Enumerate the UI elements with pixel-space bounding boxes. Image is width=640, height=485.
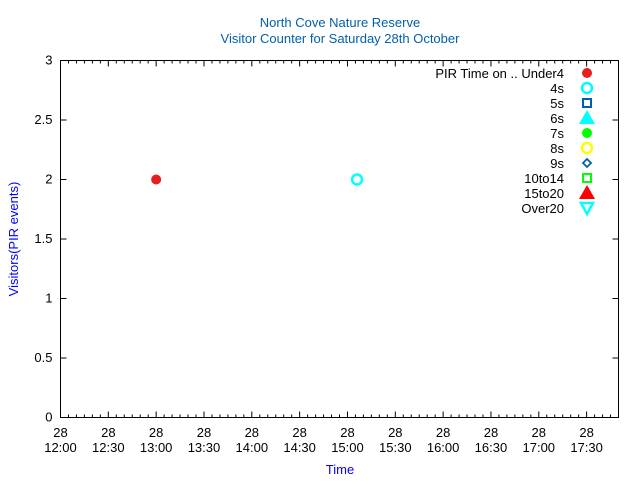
legend-label: 7s [550,126,564,141]
x-tick-day: 28 [245,425,259,440]
legend-marker-Over20 [578,201,596,217]
legend-marker-5s [582,98,592,108]
x-tick-day: 28 [436,425,450,440]
y-tick-label: 0 [45,410,52,425]
legend-marker-6s [579,110,595,124]
chart-subtitle: Visitor Counter for Saturday 28th Octobe… [221,31,461,46]
x-tick-label: 14:30 [283,440,316,455]
x-tick-label: 12:00 [44,440,77,455]
legend-marker-9s [581,157,593,169]
x-tick-label: 13:30 [188,440,221,455]
legend-label: Over20 [521,201,564,216]
x-tick-day: 28 [149,425,163,440]
legend-marker-Under4 [582,68,592,78]
x-tick-label: 17:00 [523,440,556,455]
legend-label: 8s [550,141,564,156]
plot-frame [60,60,619,418]
legend-marker-7s [582,128,592,138]
y-axis-label: Visitors(PIR events) [6,182,21,297]
chart-title: North Cove Nature Reserve [260,15,420,30]
x-tick-day: 28 [388,425,402,440]
legend-label: 9s [550,156,564,171]
legend-label: 5s [550,96,564,111]
legend: PIR Time on .. Under44s5s6s7s8s9s10to141… [435,66,596,217]
legend-marker-15to20 [579,185,595,199]
x-tick-day: 28 [53,425,67,440]
x-axis-label: Time [326,462,354,477]
x-tick-label: 12:30 [92,440,125,455]
legend-label: 15to20 [524,186,564,201]
x-tick-day: 28 [292,425,306,440]
y-tick-label: 0.5 [34,350,52,365]
x-tick-day: 28 [484,425,498,440]
data-point-Under4 [151,174,162,185]
x-tick-day: 28 [101,425,115,440]
y-tick-label: 2.5 [34,112,52,127]
x-tick-day: 28 [340,425,354,440]
legend-label: PIR Time on .. Under4 [435,66,564,81]
y-tick-label: 1 [45,291,52,306]
x-tick-day: 28 [197,425,211,440]
x-tick-label: 16:00 [427,440,460,455]
legend-marker-10to14 [582,173,592,183]
x-tick-label: 17:30 [570,440,603,455]
y-tick-label: 3 [45,53,52,68]
legend-label: 6s [550,111,564,126]
legend-label: 10to14 [524,171,564,186]
x-tick-label: 16:30 [475,440,508,455]
legend-marker-4s [580,81,594,95]
x-tick-label: 13:00 [140,440,173,455]
x-tick-day: 28 [579,425,593,440]
x-tick-label: 15:30 [379,440,412,455]
x-tick-label: 15:00 [331,440,364,455]
x-tick-day: 28 [532,425,546,440]
legend-marker-8s [580,141,594,155]
y-tick-label: 2 [45,172,52,187]
x-tick-label: 14:00 [236,440,269,455]
data-point-4s [350,173,364,186]
y-tick-label: 1.5 [34,231,52,246]
legend-label: 4s [550,81,564,96]
